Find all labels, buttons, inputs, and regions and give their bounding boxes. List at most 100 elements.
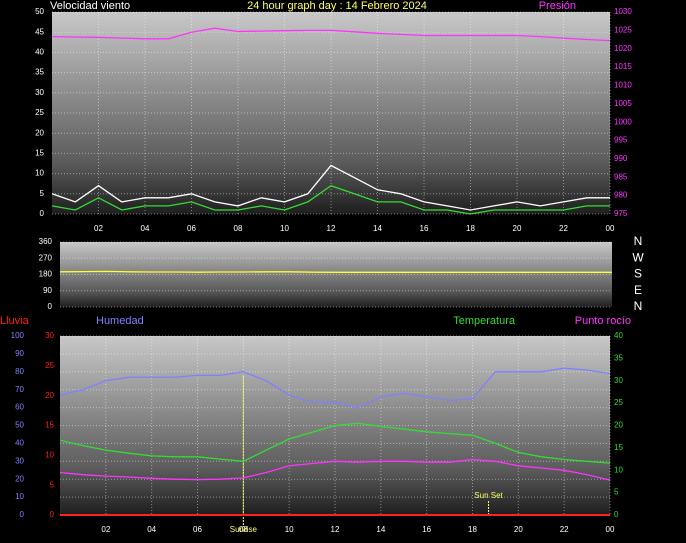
y3-tick-label: 20	[45, 391, 54, 400]
y2-tick-label: 35	[614, 353, 623, 362]
x-tick-label: 16	[420, 224, 429, 233]
x-tick-label: 14	[373, 224, 382, 233]
y-tick-label: 60	[15, 403, 24, 412]
y3-tick-label: 15	[45, 421, 54, 430]
series-label: Punto rocío	[575, 315, 631, 327]
x-tick-label: 04	[141, 224, 150, 233]
x-tick-label: 16	[422, 525, 431, 534]
y-tick-label: 180	[39, 270, 53, 279]
series-line	[59, 270, 612, 273]
y-axis-label: Velocidad viento	[50, 0, 130, 12]
y2-tick-label: 1015	[614, 62, 632, 71]
x-tick-label: 18	[468, 525, 477, 534]
x-tick-label: 10	[285, 525, 294, 534]
y2-tick-label: 0	[614, 510, 619, 519]
y-tick-label: 10	[15, 492, 24, 501]
x-tick-label: 00	[606, 224, 615, 233]
annotation-label: Sunrise	[230, 525, 258, 534]
y-tick-label: 40	[15, 439, 24, 448]
y-tick-label: 35	[35, 68, 44, 77]
y-tick-label: 0	[48, 302, 53, 311]
y2-tick-label: N	[634, 299, 643, 313]
series-line	[59, 422, 611, 464]
y2-tick-label: W	[632, 250, 644, 264]
y-tick-label: 360	[39, 237, 53, 246]
series-line	[51, 164, 610, 211]
y-tick-label: 90	[15, 349, 24, 358]
y-tick-label: 0	[20, 510, 25, 519]
y2-tick-label: 1020	[614, 44, 632, 53]
y2-tick-label: E	[634, 283, 642, 297]
y-tick-label: 270	[39, 253, 53, 262]
x-tick-label: 12	[327, 224, 336, 233]
x-tick-label: 10	[280, 224, 289, 233]
series-label: Humedad	[96, 315, 144, 327]
x-tick-label: 22	[559, 224, 568, 233]
y-tick-label: 20	[35, 128, 44, 137]
x-tick-label: 02	[94, 224, 103, 233]
y2-tick-label: 1025	[614, 25, 632, 34]
y2-tick-label: N	[634, 234, 643, 248]
y-tick-label: 20	[15, 474, 24, 483]
y2-tick-label: 975	[614, 209, 628, 218]
y-tick-label: 30	[15, 456, 24, 465]
y2-tick-label: 10	[614, 465, 623, 474]
x-tick-label: 12	[331, 525, 340, 534]
y2-tick-label: 990	[614, 154, 628, 163]
x-tick-label: 06	[187, 224, 196, 233]
y3-tick-label: 5	[50, 480, 55, 489]
y-tick-label: 10	[35, 169, 44, 178]
y-tick-label: 50	[35, 7, 44, 16]
y2-tick-label: 1030	[614, 7, 632, 16]
series-line	[51, 27, 611, 42]
y2-tick-label: 985	[614, 172, 628, 181]
y2-tick-label: 15	[614, 443, 623, 452]
x-tick-label: 20	[513, 224, 522, 233]
y-tick-label: 45	[35, 27, 44, 36]
y-tick-label: 50	[15, 421, 24, 430]
y2-axis-label: Presión	[539, 0, 576, 12]
plot-area	[60, 242, 612, 307]
y-tick-label: 80	[15, 367, 24, 376]
y3-tick-label: 0	[50, 510, 55, 519]
x-tick-label: 18	[466, 224, 475, 233]
y2-tick-label: 1010	[614, 81, 632, 90]
y3-tick-label: 10	[45, 450, 54, 459]
series-label: Temperatura	[453, 315, 516, 327]
y3-tick-label: 25	[45, 361, 54, 370]
x-tick-label: 06	[193, 525, 202, 534]
y2-tick-label: 1005	[614, 99, 632, 108]
y-tick-label: 70	[15, 385, 24, 394]
y-tick-label: 30	[35, 88, 44, 97]
y-tick-label: 100	[11, 331, 25, 340]
x-tick-label: 08	[234, 224, 243, 233]
annotation-label: Sun Set	[474, 491, 503, 500]
x-tick-label: 20	[514, 525, 523, 534]
y-tick-label: 25	[35, 108, 44, 117]
y2-tick-label: S	[634, 267, 642, 281]
x-tick-label: 00	[606, 525, 615, 534]
y-tick-label: 90	[43, 286, 52, 295]
x-tick-label: 22	[560, 525, 569, 534]
series-line	[59, 367, 611, 409]
y2-tick-label: 1000	[614, 117, 632, 126]
y2-tick-label: 20	[614, 421, 623, 430]
y2-tick-label: 980	[614, 191, 628, 200]
series-line	[59, 458, 611, 481]
series-line	[51, 184, 610, 215]
y2-tick-label: 995	[614, 136, 628, 145]
x-tick-label: 04	[147, 525, 156, 534]
y2-tick-label: 30	[614, 376, 623, 385]
y-tick-label: 15	[35, 149, 44, 158]
x-tick-label: 02	[101, 525, 110, 534]
plot-area	[52, 12, 610, 214]
y2-tick-label: 25	[614, 398, 623, 407]
chart-title: 24 hour graph day : 14 Febrero 2024	[247, 0, 427, 12]
y2-tick-label: 40	[614, 331, 623, 340]
y-tick-label: 0	[40, 209, 45, 218]
y2-tick-label: 5	[614, 488, 619, 497]
x-tick-label: 14	[376, 525, 385, 534]
series-label: Lluvia	[0, 315, 30, 327]
y-tick-label: 40	[35, 48, 44, 57]
